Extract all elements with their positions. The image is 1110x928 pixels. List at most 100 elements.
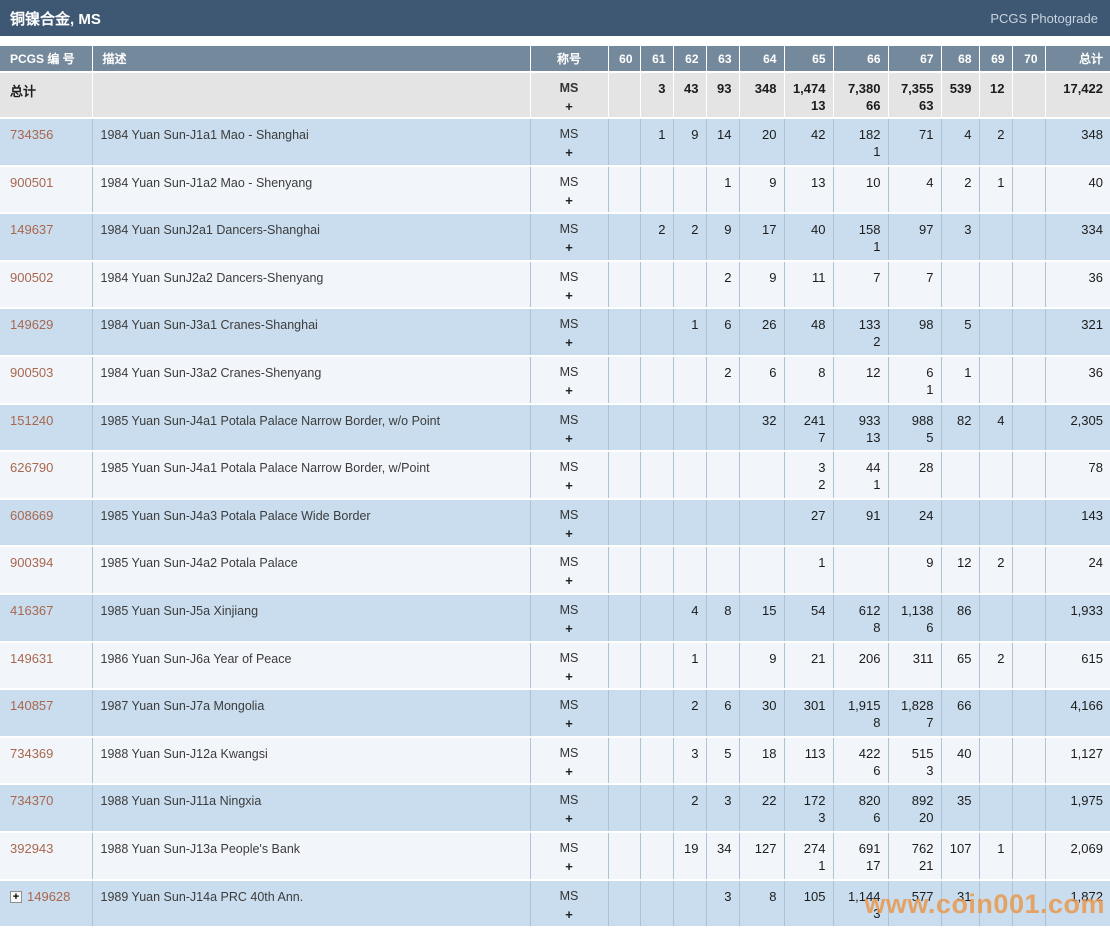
description-cell: 1988 Yuan Sun-J12a Kwangsi <box>92 736 531 786</box>
grade-60-count <box>609 127 633 142</box>
total-count-cell: 2,305 <box>1045 403 1110 453</box>
pcgs-number-link[interactable]: 149631 <box>10 650 54 666</box>
grade-62-count: 1 <box>691 317 699 333</box>
table-row: 416367 1985 Yuan Sun-J5a Xinjiang MS +4 8 15 5… <box>0 593 1110 643</box>
designation-ms-label: MS <box>559 127 579 141</box>
grade-67-count: 988 <box>911 412 934 428</box>
pcgs-number-link[interactable]: 734370 <box>10 793 54 809</box>
grade-67-cell: 7,355 63 <box>888 72 942 119</box>
grade-70-cell <box>1012 498 1046 548</box>
grade-67-plus-count: 21 <box>919 857 934 873</box>
grade-68-count <box>942 270 972 285</box>
description-text: 1988 Yuan Sun-J13a People's Bank <box>100 841 301 856</box>
designation-ms-label: MS <box>559 269 579 284</box>
grade-64-count: 20 <box>762 127 777 142</box>
grade-70-count <box>1013 555 1038 570</box>
expand-icon[interactable]: + <box>10 890 22 903</box>
grade-63-count: 1 <box>724 174 732 190</box>
pcgs-number-link[interactable]: 900503 <box>10 364 54 380</box>
pcgs-number-link[interactable]: 626790 <box>10 460 54 476</box>
designation-plus-label: + <box>565 716 573 732</box>
grade-64-cell: 32 <box>739 403 785 453</box>
grade-69-count <box>980 222 1005 237</box>
description-text: 1989 Yuan Sun-J14a PRC 40th Ann. <box>100 889 304 904</box>
grade-63-cell <box>706 498 740 548</box>
description-text: 1984 Yuan Sun-J3a2 Cranes-Shenyang <box>100 365 322 380</box>
designation-cell: MS + <box>530 165 609 215</box>
designation-plus-label: + <box>565 192 573 208</box>
grade-64-cell: 26 <box>739 308 785 357</box>
total-count-cell: 24 <box>1045 546 1110 595</box>
table-row: 734369 1988 Yuan Sun-J12a Kwangsi MS +3 5 18 1… <box>0 736 1110 786</box>
grade-69-count: 1 <box>997 174 1005 190</box>
grade-70-cell <box>1012 831 1046 881</box>
header-designation: 称号 <box>530 46 609 73</box>
description-cell: 1984 Yuan Sun-J3a2 Cranes-Shenyang <box>92 355 531 405</box>
total-count-cell: 1,933 <box>1045 593 1110 643</box>
grade-61-count <box>641 555 666 570</box>
pcgs-number-link[interactable]: 900501 <box>10 174 54 190</box>
grade-68-count <box>942 508 972 523</box>
designation-cell: MS + <box>530 213 609 262</box>
description-text: 1984 Yuan Sun-J3a1 Cranes-Shanghai <box>100 318 318 333</box>
grade-64-count: 26 <box>762 317 777 333</box>
grade-67-plus-count: 63 <box>919 98 934 113</box>
grade-64-count: 9 <box>769 269 777 285</box>
totals-row: 总计 MS +3 43 93 348 1,474 13 7,380 66 7,355 63 539 12 1… <box>0 72 1110 119</box>
grade-64-cell: 6 <box>739 355 785 405</box>
pcgs-number-link[interactable]: 608669 <box>10 507 54 523</box>
grade-62-count <box>674 889 699 904</box>
pcgs-number-cell: 900502 <box>0 260 93 310</box>
grade-64-count <box>740 555 777 570</box>
designation-plus-label: + <box>565 145 573 160</box>
grade-70-count <box>1013 413 1038 428</box>
grade-62-count: 19 <box>684 840 699 856</box>
description-cell: 1985 Yuan Sun-J4a3 Potala Palace Wide Bo… <box>92 498 531 548</box>
grade-66-cell: 206 <box>833 641 889 691</box>
grade-62-cell: 1 <box>673 641 707 691</box>
grade-60-count <box>609 698 633 713</box>
grade-64-cell: 127 <box>739 831 785 881</box>
pcgs-number-link[interactable]: 734369 <box>10 745 54 761</box>
pcgs-number-link[interactable]: 151240 <box>10 412 54 428</box>
grade-67-count: 1,828 <box>900 698 934 714</box>
grade-63-count <box>707 413 732 428</box>
grade-64-cell <box>739 451 785 500</box>
grade-62-count <box>674 460 699 475</box>
description-cell: 1984 Yuan SunJ2a1 Dancers-Shanghai <box>92 213 531 262</box>
pcgs-number-link[interactable]: 900394 <box>10 555 54 571</box>
grade-64-cell: 17 <box>739 213 785 262</box>
pcgs-number-link[interactable]: 416367 <box>10 602 54 618</box>
grade-60-cell <box>608 165 641 215</box>
designation-cell: MS + <box>530 308 609 357</box>
pcgs-number-link[interactable]: 392943 <box>10 840 54 856</box>
grade-69-count <box>980 746 1005 761</box>
pcgs-number-link[interactable]: 149637 <box>10 222 54 238</box>
grade-64-cell: 9 <box>739 641 785 691</box>
designation-cell: MS + <box>530 593 609 643</box>
pcgs-number-link[interactable]: 149629 <box>10 317 54 333</box>
designation-plus-label: + <box>565 240 573 256</box>
grade-66-cell: 133 2 <box>833 308 889 357</box>
grade-66-count: 158 <box>858 222 881 238</box>
header-row: PCGS 编 号 描述 称号 60 61 62 63 64 65 66 67 6… <box>0 46 1110 73</box>
grade-67-cell: 9 <box>888 546 942 595</box>
grade-65-count: 13 <box>811 174 826 190</box>
designation-plus-label: + <box>565 478 573 494</box>
pcgs-number-link[interactable]: 149628 <box>27 888 71 904</box>
pcgs-number-link[interactable]: 734356 <box>10 127 54 142</box>
total-count-cell: 36 <box>1045 355 1110 405</box>
grade-69-cell <box>979 879 1013 928</box>
grade-63-count <box>707 508 732 523</box>
grade-61-cell <box>640 498 674 548</box>
pcgs-number-link[interactable]: 140857 <box>10 698 54 714</box>
table-row: 140857 1987 Yuan Sun-J7a Mongolia MS +2 6 30 3… <box>0 689 1110 738</box>
grade-62-cell: 4 <box>673 593 707 643</box>
header-grade-66: 66 <box>833 46 889 73</box>
grade-70-cell <box>1012 72 1046 119</box>
pcgs-number-link[interactable]: 900502 <box>10 269 54 285</box>
photograde-link[interactable]: PCGS Photograde <box>990 10 1098 26</box>
grade-66-plus-count: 66 <box>866 98 881 113</box>
header-grade-64: 64 <box>739 46 785 73</box>
grade-70-count <box>1013 127 1038 142</box>
